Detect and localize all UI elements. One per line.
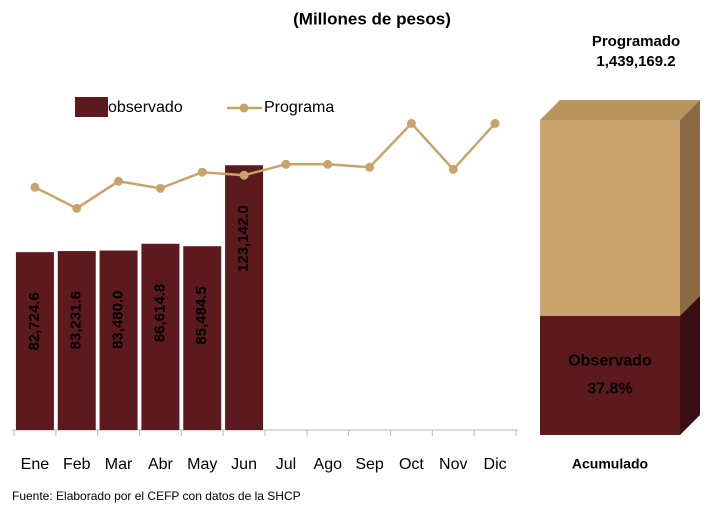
line-marker — [490, 118, 500, 128]
line-marker — [365, 162, 375, 172]
line-marker — [448, 164, 458, 174]
bar-value-label: 82,724.6 — [26, 292, 43, 350]
box-xlabel: Acumulado — [572, 456, 648, 472]
legend-swatch — [75, 97, 108, 117]
line-marker — [406, 118, 416, 128]
box-top — [540, 100, 700, 120]
bar — [141, 243, 180, 430]
x-tick-label: Jun — [231, 456, 257, 473]
legend-label: Programa — [264, 99, 334, 116]
box-total-front — [540, 120, 680, 316]
line-marker — [114, 176, 124, 186]
bar-value-label: 123,142.0 — [235, 205, 252, 272]
line-marker — [323, 159, 333, 169]
x-tick-label: Mar — [105, 456, 133, 473]
line-marker — [30, 182, 40, 192]
x-tick-label: Jul — [276, 456, 296, 473]
bar-value-label: 83,480.0 — [110, 291, 127, 349]
box-part-front — [540, 315, 680, 435]
bar — [99, 250, 138, 430]
bar — [225, 165, 264, 431]
x-tick-label: Ago — [314, 456, 343, 473]
box-part-name: Observado — [568, 353, 652, 370]
bar-value-label: 83,231.6 — [68, 291, 85, 349]
bar-value-label: 86,614.8 — [151, 284, 168, 342]
box-part-label: 37.8% — [587, 381, 632, 398]
x-tick-label: Nov — [439, 456, 467, 473]
line-marker — [281, 159, 291, 169]
chart-title: (Millones de pesos) — [293, 9, 451, 28]
x-tick-label: May — [187, 456, 217, 473]
bar-value-label: 85,484.5 — [193, 286, 210, 344]
source-note: Fuente: Elaborado por el CEFP con datos … — [12, 489, 301, 503]
x-tick-label: Ene — [21, 456, 50, 473]
bar — [183, 246, 222, 430]
legend-label: observado — [108, 99, 183, 116]
x-tick-label: Oct — [399, 456, 424, 473]
bar — [57, 251, 96, 430]
x-tick-label: Feb — [63, 456, 91, 473]
box-part-side — [680, 295, 700, 435]
bar — [15, 252, 54, 430]
line — [34, 121, 497, 210]
box-total-side — [680, 100, 700, 316]
x-tick-label: Abr — [148, 456, 174, 473]
line-marker — [72, 203, 82, 213]
line-marker — [155, 183, 165, 193]
box-total: 1,439,169.2 — [596, 53, 675, 70]
box-title: Programado — [592, 33, 680, 50]
line-marker — [239, 170, 249, 180]
line-marker — [197, 167, 207, 177]
legend-marker — [239, 103, 249, 113]
x-tick-label: Sep — [355, 456, 384, 473]
x-tick-label: Dic — [484, 456, 507, 473]
